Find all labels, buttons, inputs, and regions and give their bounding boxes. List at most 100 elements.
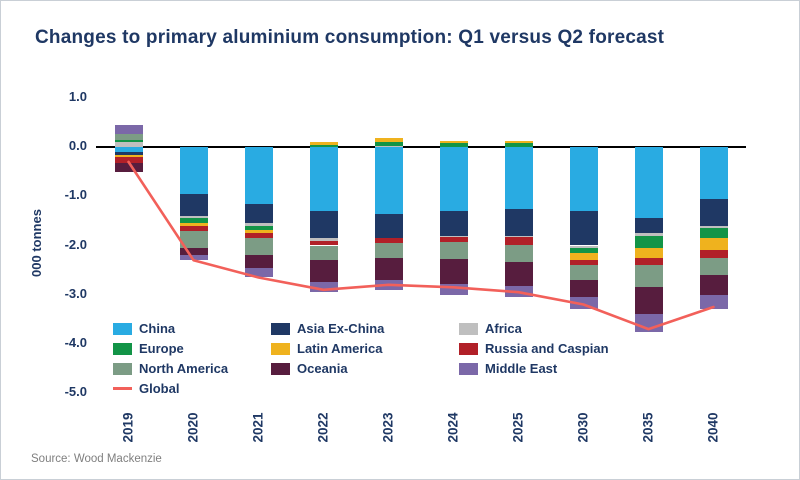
bar-2030-middle-east bbox=[569, 297, 598, 310]
bar-2024-latin-america bbox=[439, 140, 468, 144]
bar-2019-europe bbox=[114, 139, 143, 143]
bar-2021-asia-ex-china bbox=[244, 203, 273, 224]
bar-2020-china bbox=[179, 147, 208, 194]
middle-east-swatch-icon bbox=[459, 362, 478, 375]
bar-2023-middle-east bbox=[374, 279, 403, 290]
bar-2020-oceania bbox=[179, 247, 208, 256]
bar-2023-latin-america bbox=[374, 138, 403, 143]
bar-2021-north-america bbox=[244, 238, 273, 256]
legend-item-north-america: North America bbox=[113, 361, 271, 376]
y-tick-1.0: 1.0 bbox=[68, 89, 87, 104]
legend-item-middle-east: Middle East bbox=[459, 361, 659, 376]
bar-2020-asia-ex-china bbox=[179, 193, 208, 216]
y-tick--5.0: -5.0 bbox=[64, 384, 87, 399]
legend-item-china: China bbox=[113, 321, 271, 336]
global-line bbox=[127, 160, 715, 331]
legend-label: Africa bbox=[485, 321, 522, 336]
y-tick--4.0: -4.0 bbox=[64, 334, 87, 350]
bar-2021-middle-east bbox=[244, 267, 273, 278]
europe-swatch-icon bbox=[113, 342, 132, 355]
bar-2024-asia-ex-china bbox=[439, 211, 468, 236]
legend-label: China bbox=[139, 321, 176, 336]
x-tick-label: 2023 bbox=[380, 411, 396, 443]
bar-2030-latin-america bbox=[569, 252, 598, 261]
bar-2040-asia-ex-china bbox=[699, 198, 728, 226]
bar-2025-russia-and-caspian bbox=[504, 237, 533, 245]
africa-swatch-icon bbox=[459, 322, 478, 335]
latin-america-swatch-icon bbox=[271, 342, 290, 355]
bar-2022-latin-america bbox=[309, 142, 338, 145]
x-tick-label: 2030 bbox=[575, 411, 591, 443]
bar-2019-latin-america bbox=[114, 154, 143, 157]
bar-2030-china bbox=[569, 147, 598, 212]
bar-2019-oceania bbox=[114, 162, 143, 172]
bar-2040-latin-america bbox=[699, 238, 728, 251]
bar-2020-north-america bbox=[179, 230, 208, 248]
legend-item-global: Global bbox=[113, 381, 271, 396]
x-tick-2025: 2025 bbox=[497, 401, 541, 453]
legend-item-africa: Africa bbox=[459, 321, 659, 336]
chart-title: Changes to primary aluminium consumption… bbox=[35, 27, 665, 48]
bar-2019-africa bbox=[114, 142, 143, 148]
bar-2024-china bbox=[439, 147, 468, 212]
x-tick-label: 2035 bbox=[640, 411, 656, 443]
russia-and-caspian-swatch-icon bbox=[459, 342, 478, 355]
bar-2035-europe bbox=[634, 235, 663, 248]
bar-2019-china bbox=[114, 147, 143, 153]
y-tick-0.0: 0.0 bbox=[68, 138, 87, 154]
bar-2025-china bbox=[504, 147, 533, 209]
y-axis-ticks: 1.0 0.0 -1.0 -2.0 -3.0 -4.0 -5.0 bbox=[1, 89, 87, 399]
bar-2040-oceania bbox=[699, 275, 728, 295]
legend-label: Oceania bbox=[297, 361, 348, 376]
legend-label: Global bbox=[139, 381, 180, 396]
bar-2024-middle-east bbox=[439, 283, 468, 295]
y-tick--3.0: -3.0 bbox=[64, 285, 87, 301]
bar-2035-latin-america bbox=[634, 247, 663, 258]
x-tick-2020: 2020 bbox=[172, 401, 216, 453]
bar-2021-oceania bbox=[244, 255, 273, 268]
x-tick-label: 2025 bbox=[510, 411, 526, 443]
bar-2022-china bbox=[309, 147, 338, 212]
bar-2023-europe bbox=[374, 142, 403, 147]
bar-2040-russia-and-caspian bbox=[699, 250, 728, 258]
global-swatch-icon bbox=[113, 387, 132, 390]
x-tick-2022: 2022 bbox=[302, 401, 346, 453]
legend: China Asia Ex-China Africa Europe Latin Amer… bbox=[113, 321, 659, 396]
source-note: Source: Wood Mackenzie bbox=[31, 453, 162, 465]
x-tick-2024: 2024 bbox=[432, 401, 476, 453]
legend-label: Middle East bbox=[485, 361, 558, 376]
legend-item-oceania: Oceania bbox=[271, 361, 459, 376]
asia-ex-china-swatch-icon bbox=[271, 322, 290, 335]
bar-2035-china bbox=[634, 147, 663, 219]
bar-2024-europe bbox=[439, 143, 468, 148]
x-tick-2021: 2021 bbox=[237, 401, 281, 453]
y-tick--1.0: -1.0 bbox=[64, 187, 87, 203]
x-tick-2019: 2019 bbox=[107, 401, 151, 453]
x-tick-2040: 2040 bbox=[692, 401, 736, 453]
bar-2025-north-america bbox=[504, 244, 533, 262]
x-tick-label: 2019 bbox=[120, 411, 136, 443]
legend-item-asia-ex-china: Asia Ex-China bbox=[271, 321, 459, 336]
north-america-swatch-icon bbox=[113, 362, 132, 375]
y-tick--2.0: -2.0 bbox=[64, 236, 87, 252]
bar-2040-china bbox=[699, 147, 728, 199]
x-tick-2030: 2030 bbox=[562, 401, 606, 453]
bar-2024-north-america bbox=[439, 242, 468, 260]
x-tick-label: 2022 bbox=[315, 411, 331, 443]
plot-area bbox=[96, 98, 746, 393]
bar-2023-oceania bbox=[374, 257, 403, 280]
bar-2022-north-america bbox=[309, 245, 338, 261]
bar-2030-asia-ex-china bbox=[569, 211, 598, 246]
x-tick-2035: 2035 bbox=[627, 401, 671, 453]
legend-label: Europe bbox=[139, 341, 184, 356]
bar-2020-middle-east bbox=[179, 255, 208, 261]
bar-2025-europe bbox=[504, 143, 533, 148]
legend-label: Asia Ex-China bbox=[297, 321, 385, 336]
bar-2035-russia-and-caspian bbox=[634, 257, 663, 266]
x-tick-label: 2040 bbox=[705, 411, 721, 443]
china-swatch-icon bbox=[113, 322, 132, 335]
bar-2030-north-america bbox=[569, 265, 598, 280]
bar-2022-europe bbox=[309, 144, 338, 148]
bar-2025-latin-america bbox=[504, 140, 533, 144]
